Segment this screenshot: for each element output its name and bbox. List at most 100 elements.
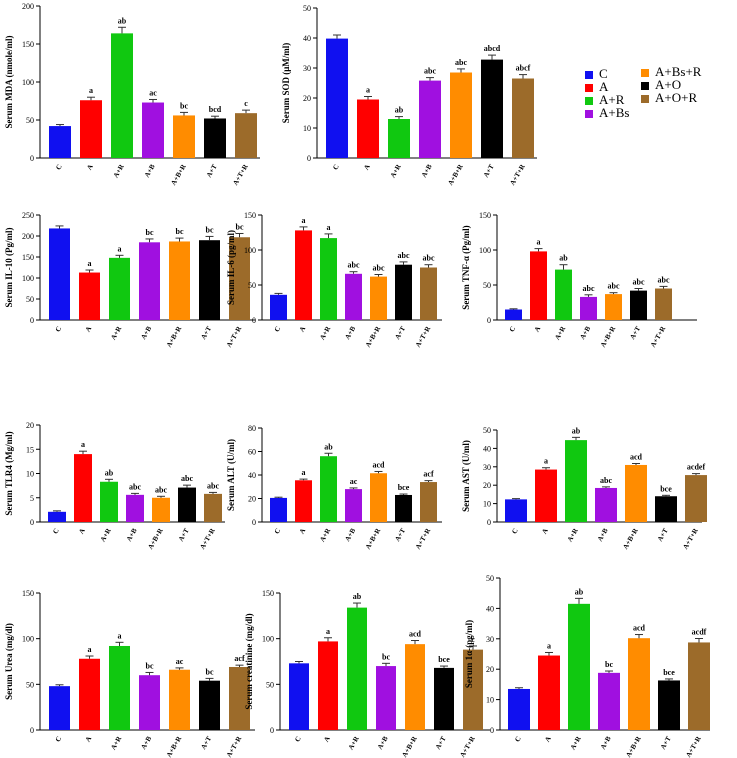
significance-label: abcd	[484, 44, 501, 53]
x-tick-label: A+B+R	[624, 734, 643, 758]
bar	[109, 257, 130, 320]
legend-label: A+O+R	[655, 90, 698, 105]
y-axis-label: Serum IL-6 (pg/ml)	[226, 230, 236, 305]
y-tick-label: 0	[487, 518, 491, 527]
x-tick-label: A+T	[656, 527, 670, 543]
significance-label: ab	[575, 587, 584, 596]
x-tick-label: A	[540, 527, 549, 535]
x-tick-label: A+B+R	[621, 526, 640, 551]
bar	[229, 237, 250, 320]
y-tick-label: 200	[22, 2, 34, 11]
significance-label: bc	[605, 660, 613, 669]
bar	[688, 642, 710, 730]
y-tick-label: 0	[252, 518, 256, 527]
significance-label: abc	[658, 275, 670, 284]
bar	[318, 641, 338, 730]
y-tick-label: 50	[483, 426, 491, 435]
bar	[357, 99, 379, 158]
significance-label: abc	[424, 67, 436, 76]
x-tick-label: A	[77, 527, 86, 535]
bar	[173, 115, 195, 158]
bar	[395, 264, 412, 320]
bar	[289, 663, 309, 730]
bar	[79, 272, 100, 320]
significance-label: a	[327, 223, 331, 232]
y-tick-label: 50	[483, 281, 491, 290]
y-tick-label: 10	[26, 470, 34, 479]
y-tick-label: 50	[26, 116, 34, 125]
x-tick-label: A+T+R	[508, 162, 527, 187]
y-tick-label: 50	[248, 281, 256, 290]
bar	[395, 494, 412, 522]
bar	[142, 102, 164, 158]
significance-label: acf	[423, 470, 434, 479]
y-tick-label: 20	[483, 481, 491, 490]
x-tick-label: A+B	[599, 735, 613, 751]
y-tick-label: 20	[486, 665, 494, 674]
significance-label: ac	[149, 88, 157, 97]
y-tick-label: 150	[22, 40, 34, 49]
x-tick-label: C	[513, 735, 522, 743]
bar	[434, 667, 454, 730]
y-tick-label: 0	[307, 154, 311, 163]
bar	[270, 497, 287, 522]
significance-label: abc	[583, 284, 595, 293]
y-tick-label: 50	[26, 295, 34, 304]
x-tick-label: A+R	[347, 734, 361, 751]
significance-label: a	[118, 631, 122, 640]
significance-label: a	[544, 457, 548, 466]
y-tick-label: 0	[487, 316, 491, 325]
x-tick-label: A+B+R	[400, 734, 419, 758]
significance-label: ac	[176, 657, 184, 666]
y-axis-label: Serum creatinine (mg/dl)	[244, 613, 254, 709]
significance-label: abc	[373, 264, 385, 273]
y-axis-label: Serum Urea (mg/dl)	[4, 623, 14, 700]
significance-label: acdf	[692, 627, 707, 636]
bar	[420, 482, 437, 522]
legend-label: C	[599, 66, 608, 81]
y-tick-label: 0	[30, 316, 34, 325]
y-axis-label: Serum TLR4 (Mg/ml)	[4, 431, 14, 515]
bar	[199, 240, 220, 320]
legend-label: A+Bs+R	[655, 64, 702, 79]
bar	[320, 456, 337, 522]
x-tick-label: A+T	[482, 163, 496, 179]
bar	[565, 440, 587, 522]
bar	[655, 288, 672, 320]
x-tick-label: A+B+R	[599, 324, 618, 349]
bar	[450, 72, 472, 158]
x-tick-label: A+B	[139, 325, 153, 341]
x-tick-label: A+T+R	[414, 324, 433, 349]
y-tick-label: 20	[303, 94, 311, 103]
x-tick-label: A+T+R	[225, 734, 244, 758]
x-tick-label: A	[85, 163, 94, 171]
y-tick-label: 30	[303, 64, 311, 73]
y-axis-label: Serum IL-10 (Pg/ml)	[4, 228, 14, 308]
x-tick-label: A+T+R	[225, 324, 244, 349]
x-tick-label: A+B+R	[364, 526, 383, 551]
y-tick-label: 40	[248, 471, 256, 480]
x-tick-label: A+T	[393, 325, 407, 341]
legend-entry-a-o-r: A+O+R	[641, 90, 697, 106]
x-tick-label: A	[543, 735, 552, 743]
x-tick-label: A+R	[318, 324, 332, 341]
y-tick-label: 50	[266, 680, 274, 689]
legend-label: A+O	[655, 77, 682, 92]
bar	[598, 672, 620, 730]
x-tick-label: A+T+R	[231, 162, 250, 187]
significance-label: bce	[663, 668, 675, 677]
y-axis-label: Serum 1α-(pg/ml)	[464, 620, 474, 688]
x-tick-label: C	[54, 735, 63, 743]
significance-label: ab	[118, 16, 127, 25]
bar	[347, 607, 367, 730]
y-tick-label: 10	[303, 124, 311, 133]
legend-swatch	[641, 82, 649, 91]
bar	[376, 666, 396, 730]
y-tick-label: 0	[252, 316, 256, 325]
x-tick-label: A+B	[578, 325, 592, 341]
bar	[235, 113, 257, 158]
bar	[405, 644, 425, 730]
x-tick-label: A	[533, 325, 542, 333]
bar	[126, 494, 144, 522]
